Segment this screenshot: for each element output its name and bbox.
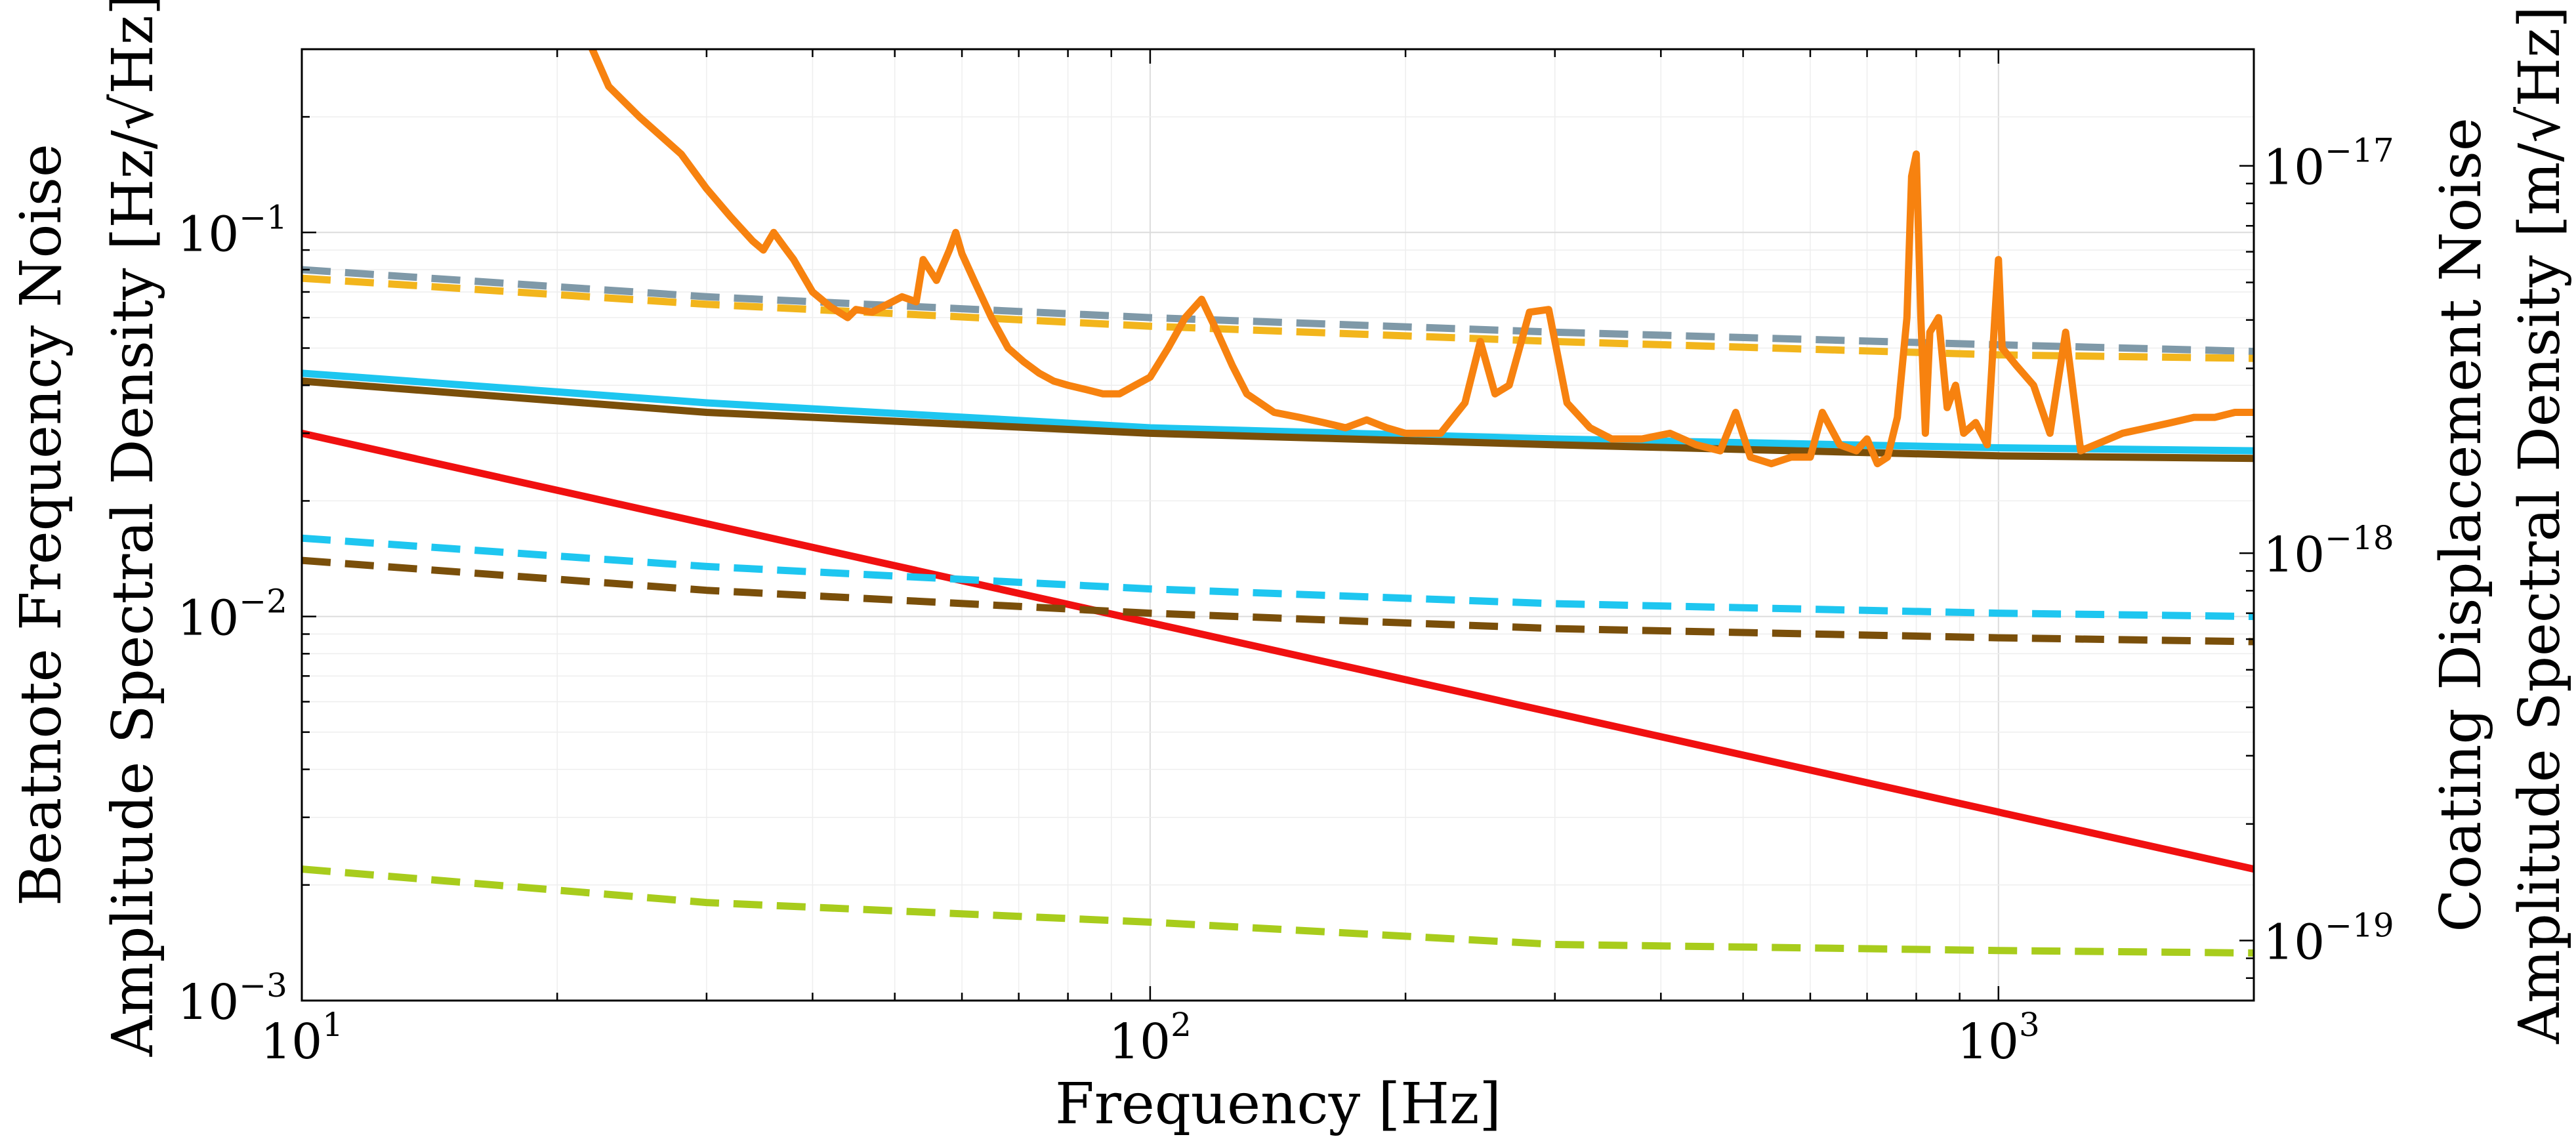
series-line-1 [302, 274, 2254, 362]
y-axis-label-left-line1: Beatnote Frequency Noise [9, 144, 74, 906]
series-line-5 [302, 534, 2254, 621]
series-layer [302, 49, 2254, 957]
tick-labels: 101 102 103 10−3 10−2 10−1 10−19 10−18 10−17 [177, 132, 2394, 1070]
x-tick-label: 102 [1109, 1006, 1192, 1070]
series-line-0 [302, 266, 2254, 356]
y-left-tick-label: 10−2 [177, 583, 287, 647]
grid [301, 49, 2254, 1001]
tick-marks [301, 48, 2255, 1002]
y-axis-label-right-line1: Coating Displacement Noise [2428, 117, 2494, 932]
y-axis-label-left-line2: Amplitude Spectral Density [Hz/√Hz] [100, 0, 166, 1057]
series-line-2 [302, 369, 2254, 455]
x-axis-label: Frequency [Hz] [1055, 1071, 1501, 1137]
series-line-6 [302, 556, 2254, 646]
x-tick-label: 103 [1957, 1006, 2040, 1070]
series-line-4 [302, 429, 2254, 873]
y-left-tick-label: 10−1 [177, 198, 287, 262]
y-right-tick-label: 10−17 [2263, 132, 2394, 196]
x-tick-label: 101 [260, 1006, 343, 1070]
series-line-8 [589, 49, 2254, 468]
series-line-3 [302, 377, 2254, 463]
y-left-tick-label: 10−3 [177, 966, 287, 1031]
y-right-tick-label: 10−18 [2263, 519, 2394, 583]
series-line-7 [302, 865, 2254, 957]
plot-frame [301, 48, 2255, 1002]
y-axis-label-right-line2: Amplitude Spectral Density [m/√Hz] [2507, 6, 2573, 1045]
y-right-tick-label: 10−19 [2263, 907, 2394, 971]
